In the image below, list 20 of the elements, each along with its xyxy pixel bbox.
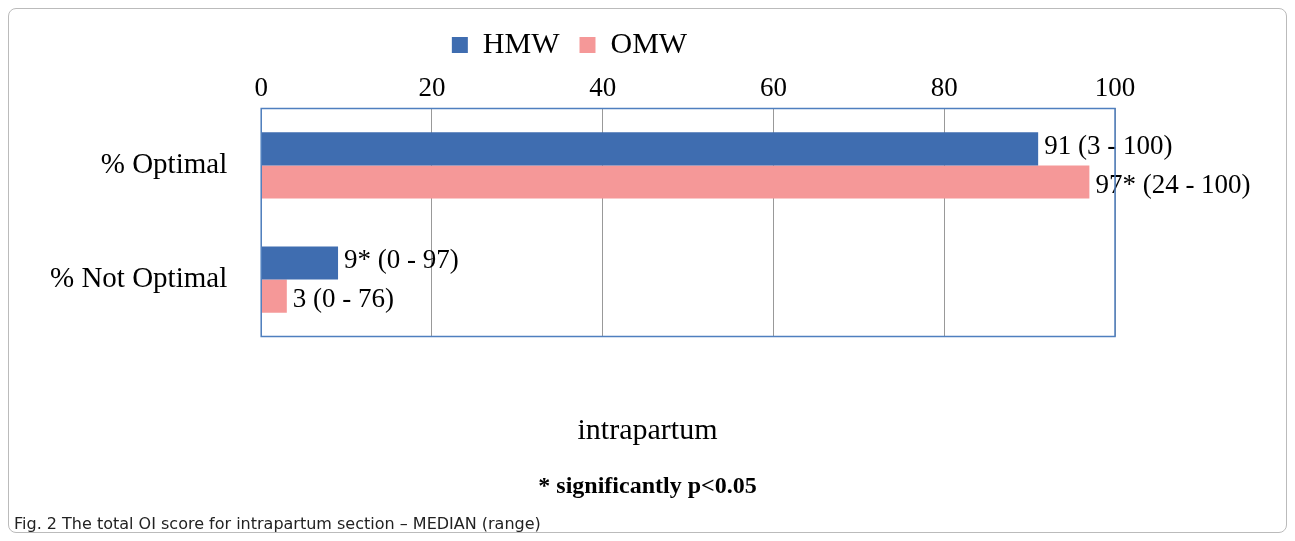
x-tick-label: 20 xyxy=(418,72,446,103)
x-tick-label: 100 xyxy=(1094,72,1136,103)
caption: Fig. 2 The total OI score for intrapartum section – MEDIAN (range) xyxy=(14,514,541,533)
bar xyxy=(261,132,1039,166)
x-axis-title: intrapartum xyxy=(576,412,719,446)
bar xyxy=(261,279,287,313)
x-tick-label: 80 xyxy=(930,72,958,103)
bar xyxy=(261,165,1090,199)
bar xyxy=(261,246,339,280)
data-label: 91 (3 - 100) xyxy=(1044,130,1173,160)
x-tick-label: 40 xyxy=(589,72,617,103)
x-tick-label: 0 xyxy=(254,72,268,103)
data-label: 9* (0 - 97) xyxy=(344,244,459,275)
data-label: 3 (0 - 76) xyxy=(292,283,395,314)
legend-label: OMW xyxy=(610,25,688,59)
y-tick-label: % Optimal xyxy=(100,147,228,180)
legend-label: HMW xyxy=(482,25,561,59)
y-tick-label: % Not Optimal xyxy=(50,261,228,294)
text: * significantly p<0.05 xyxy=(537,472,758,499)
x-tick-label: 60 xyxy=(759,72,787,103)
